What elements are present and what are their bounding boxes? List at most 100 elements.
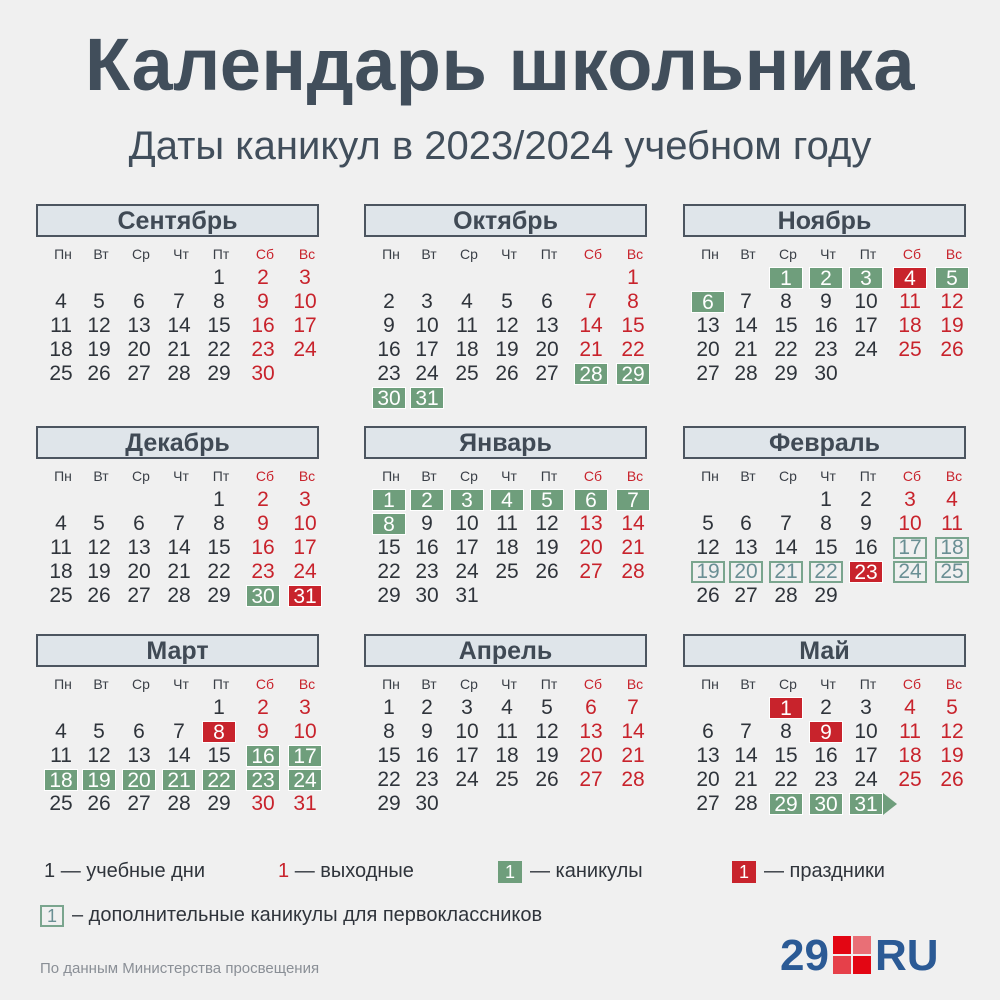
day-cell: 27 bbox=[579, 768, 603, 791]
day-cell: 17 bbox=[854, 744, 878, 767]
day-cell: 13 bbox=[127, 314, 151, 337]
day-cell: 4 bbox=[946, 488, 958, 511]
day-cell: 15 bbox=[814, 536, 838, 559]
day-cell: 23 bbox=[377, 362, 401, 385]
day-cell: 16 bbox=[415, 536, 439, 559]
weekday-label: Ср bbox=[132, 468, 150, 484]
day-cell: 10 bbox=[293, 290, 317, 313]
weekday-label: Вс bbox=[626, 676, 644, 692]
day-cell: 6 bbox=[133, 720, 145, 743]
day-cell: 4 bbox=[501, 696, 513, 719]
weekday-label: Пн bbox=[54, 468, 72, 484]
day-cell: 28 bbox=[621, 768, 645, 791]
day-cell: 30 bbox=[251, 362, 275, 385]
weekday-label: Ср bbox=[779, 676, 797, 692]
page-subtitle: Даты каникул в 2023/2024 учебном году bbox=[128, 124, 872, 168]
day-cell: 12 bbox=[87, 744, 111, 767]
day-cell: 19 bbox=[691, 561, 725, 583]
day-cell: 11 bbox=[899, 720, 921, 743]
weekday-label: Пн bbox=[382, 676, 400, 692]
weekday-label: Пн bbox=[54, 246, 72, 262]
day-cell: 8 bbox=[627, 290, 639, 313]
weekday-label: Вс bbox=[945, 246, 963, 262]
logo-squares-icon bbox=[832, 936, 871, 974]
weekday-label: Вс bbox=[626, 246, 644, 262]
day-cell: 16 bbox=[251, 536, 275, 559]
day-cell: 7 bbox=[627, 696, 639, 719]
day-cell: 18 bbox=[898, 314, 922, 337]
weekday-row: Пн Вт Ср Чт Пт Сб Вс bbox=[36, 237, 319, 267]
weekday-row: Пн Вт Ср Чт Пт Сб Вс bbox=[36, 459, 319, 489]
weekday-label: Сб bbox=[902, 676, 922, 692]
month-title: Декабрь bbox=[36, 426, 319, 459]
day-cell: 14 bbox=[734, 744, 758, 767]
day-cell: 13 bbox=[696, 744, 720, 767]
day-cell: 20 bbox=[696, 768, 720, 791]
day-cell: 21 bbox=[621, 536, 645, 559]
day-cell: 22 bbox=[207, 338, 231, 361]
day-cell: 7 bbox=[740, 290, 752, 313]
weekday-label: Пт bbox=[540, 468, 558, 484]
day-cell: 3 bbox=[860, 696, 872, 719]
weekday-label: Пт bbox=[540, 676, 558, 692]
day-cell: 17 bbox=[854, 314, 878, 337]
day-cell: 6 bbox=[133, 512, 145, 535]
weekday-row: Пн Вт Ср Чт Пт Сб Вс bbox=[364, 667, 647, 697]
day-cell: 13 bbox=[734, 536, 758, 559]
day-cell: 2 bbox=[257, 488, 269, 511]
day-cell: 28 bbox=[734, 792, 758, 815]
day-cell: 24 bbox=[455, 768, 479, 791]
month-title: Апрель bbox=[364, 634, 647, 667]
day-cell: 29 bbox=[774, 362, 798, 385]
day-cell: 13 bbox=[579, 720, 603, 743]
weekday-label: Вт bbox=[740, 468, 756, 484]
day-cell: 29 bbox=[207, 584, 231, 607]
weekday-row: Пн Вт Ср Чт Пт Сб Вс bbox=[364, 237, 647, 267]
legend-days-off: 1 — выходные bbox=[278, 860, 414, 883]
day-cell: 29 bbox=[814, 584, 838, 607]
day-cell: 17 bbox=[293, 314, 317, 337]
day-cell: 1 bbox=[820, 488, 832, 511]
day-cell: 21 bbox=[734, 338, 758, 361]
day-cell: 21 bbox=[769, 561, 803, 583]
day-cell: 28 bbox=[167, 584, 191, 607]
day-cell: 10 bbox=[455, 512, 479, 535]
day-cell: 13 bbox=[127, 536, 151, 559]
day-cell: 2 bbox=[257, 266, 269, 289]
day-cell: 15 bbox=[774, 744, 798, 767]
day-cell: 23 bbox=[814, 768, 838, 791]
day-cell: 27 bbox=[127, 362, 151, 385]
day-cell: 16 bbox=[246, 745, 280, 768]
day-cell: 1 bbox=[769, 697, 803, 720]
day-cell: 3 bbox=[421, 290, 433, 313]
day-cell: 16 bbox=[814, 744, 838, 767]
day-cell: 20 bbox=[579, 536, 603, 559]
legend-vacation: 1 — каникулы bbox=[498, 860, 643, 883]
day-cell: 9 bbox=[860, 512, 872, 535]
day-cell: 29 bbox=[207, 362, 231, 385]
weekday-label: Ср bbox=[132, 246, 150, 262]
legend-vacation-label: — каникулы bbox=[530, 860, 643, 882]
day-cell: 5 bbox=[935, 267, 969, 290]
day-cell: 10 bbox=[854, 290, 878, 313]
day-cell: 28 bbox=[734, 362, 758, 385]
day-cell: 2 bbox=[421, 696, 433, 719]
month-2: Октябрь Пн Вт Ср Чт Пт Сб Вс 1 2 3 4 5 6 7 8 9 10 11 12 13 14… bbox=[364, 204, 650, 410]
day-cell: 17 bbox=[455, 536, 479, 559]
site-logo[interactable]: 29 RU bbox=[780, 932, 939, 980]
day-cell: 30 bbox=[246, 585, 280, 608]
day-cell: 20 bbox=[535, 338, 559, 361]
day-cell: 7 bbox=[173, 720, 185, 743]
day-cell: 20 bbox=[729, 561, 763, 583]
day-cell: 25 bbox=[495, 560, 519, 583]
day-cell: 8 bbox=[213, 512, 225, 535]
day-cell: 6 bbox=[541, 290, 553, 313]
day-cell: 24 bbox=[415, 362, 439, 385]
weekday-label: Ср bbox=[779, 468, 797, 484]
day-cell: 24 bbox=[893, 561, 927, 583]
day-cell: 19 bbox=[940, 744, 964, 767]
weekday-label: Ср bbox=[132, 676, 150, 692]
logo-domain: RU bbox=[874, 931, 939, 980]
day-cell: 28 bbox=[167, 792, 191, 815]
day-cell: 25 bbox=[49, 362, 73, 385]
